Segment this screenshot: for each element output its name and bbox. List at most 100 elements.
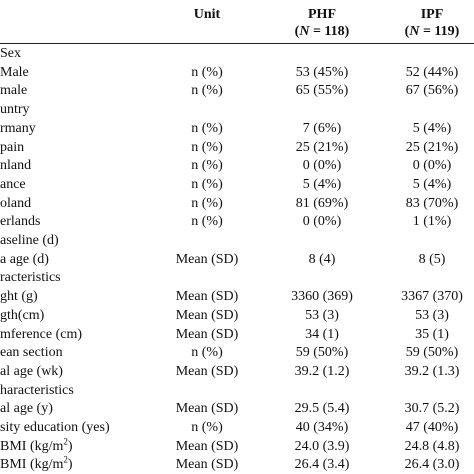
row-ipf-value: 5 (4%) [412, 176, 452, 192]
row-phf-value: 5 (4%) [302, 176, 342, 192]
row-phf-value: 81 (69%) [295, 195, 349, 211]
row-ipf-value: 24.8 (4.8) [404, 438, 460, 454]
row-unit: Mean (SD) [175, 307, 239, 323]
row-ipf-value: 0 (0%) [412, 158, 452, 174]
row-phf-value: 53 (3) [305, 307, 339, 323]
table-row: Male n (%) 53 (45%) 52 (44%) [0, 64, 474, 82]
row-label: sity education (yes) [0, 420, 110, 435]
row-label: ght (g) [0, 289, 38, 305]
table-row: aseline (d) [0, 232, 474, 250]
row-label: erlands [0, 214, 41, 230]
table-row: sity education (yes) n (%) 40 (34%) 47 (40%… [0, 419, 474, 437]
row-phf-value: 39.2 (1.2) [294, 363, 350, 379]
table-row: Sex [0, 45, 474, 63]
table-row: a age (d) Mean (SD) 8 (4) 8 (5) [0, 251, 474, 269]
row-label: Sex [0, 46, 21, 61]
row-ipf-value: 83 (70%) [405, 195, 459, 211]
row-label-close-paren: ) [67, 438, 73, 454]
table-row: rmany n (%) 7 (6%) 5 (4%) [0, 120, 474, 138]
table-row: BMI (kg/m2) Mean (SD) 24.0 (3.9) 24.8 (4.8) [0, 436, 474, 456]
row-unit: Mean (SD) [175, 363, 239, 379]
row-phf-value: 53 (45%) [295, 64, 349, 80]
phf-sample-size: (N = 118) [294, 24, 350, 39]
row-phf-value: 24.0 (3.9) [294, 438, 350, 454]
row-phf-value: 8 (4) [308, 251, 336, 267]
phf-column-header: PHF [308, 7, 336, 22]
row-unit: n (%) [191, 214, 223, 230]
row-ipf-value: 1 (1%) [412, 214, 452, 230]
row-unit: n (%) [191, 120, 223, 136]
table-row: oland n (%) 81 (69%) 83 (70%) [0, 195, 474, 213]
row-label: ean section [0, 345, 63, 361]
table-row: racteristics [0, 269, 474, 287]
row-phf-value: 7 (6%) [302, 120, 342, 136]
row-ipf-value: 5 (4%) [412, 120, 452, 136]
table-row: al age (wk) Mean (SD) 39.2 (1.2) 39.2 (1.3) [0, 363, 474, 381]
row-ipf-value: 53 (3) [415, 307, 449, 323]
row-phf-value: 0 (0%) [302, 158, 342, 174]
row-unit: n (%) [191, 83, 223, 99]
row-label: al age (y) [0, 401, 53, 417]
row-label: ance [0, 176, 26, 192]
row-label: racteristics [0, 270, 61, 286]
table-row: gth(cm) Mean (SD) 53 (3) 53 (3) [0, 307, 474, 325]
row-label: al age (wk) [0, 363, 63, 379]
row-label-superscript: 2 [63, 436, 68, 447]
row-phf-value: 26.4 (3.4) [294, 457, 350, 473]
row-ipf-value: 8 (5) [418, 251, 446, 267]
row-label: BMI (kg/m2) [0, 454, 73, 473]
row-label: haracteristics [0, 382, 74, 398]
row-phf-value: 65 (55%) [295, 83, 349, 99]
row-label: male [0, 83, 28, 99]
row-unit: Mean (SD) [175, 289, 239, 305]
row-unit: Mean (SD) [175, 457, 239, 473]
row-ipf-value: 30.7 (5.2) [404, 401, 460, 417]
row-unit: n (%) [191, 420, 223, 435]
row-phf-value: 40 (34%) [295, 420, 349, 435]
table-row: BMI (kg/m2) Mean (SD) 26.4 (3.4) 26.4 (3.0) [0, 454, 474, 474]
row-unit: n (%) [191, 345, 223, 361]
ipf-column-header: IPF [420, 7, 444, 22]
row-label-close-paren: ) [67, 457, 73, 473]
row-ipf-value: 39.2 (1.3) [404, 363, 460, 379]
table-row: pain n (%) 25 (21%) 25 (21%) [0, 139, 474, 157]
row-unit: Mean (SD) [175, 251, 239, 267]
row-label: mference (cm) [0, 326, 82, 342]
row-label: gth(cm) [0, 307, 45, 323]
ipf-sample-size: (N = 119) [404, 24, 460, 39]
row-label: pain [0, 139, 25, 155]
row-label: untry [0, 102, 30, 118]
row-unit: n (%) [191, 158, 223, 174]
row-label: rmany [0, 120, 36, 136]
row-unit: n (%) [191, 139, 223, 155]
row-ipf-value: 59 (50%) [405, 345, 459, 361]
table-header: Unit PHF (N = 118) IPF (N = 119) [0, 0, 474, 44]
row-phf-value: 34 (1) [305, 326, 339, 342]
table-row: erlands n (%) 0 (0%) 1 (1%) [0, 213, 474, 231]
row-label: a age (d) [0, 251, 49, 267]
table-row: mference (cm) Mean (SD) 34 (1) 35 (1) [0, 326, 474, 344]
row-phf-value: 29.5 (5.4) [294, 401, 350, 417]
table-row: untry [0, 101, 474, 119]
row-unit: n (%) [191, 64, 223, 80]
row-phf-value: 25 (21%) [295, 139, 349, 155]
table-row: nland n (%) 0 (0%) 0 (0%) [0, 157, 474, 175]
row-ipf-value: 52 (44%) [405, 64, 459, 80]
row-ipf-value: 26.4 (3.0) [404, 457, 460, 473]
row-ipf-value: 3367 (370) [401, 289, 463, 305]
row-ipf-value: 67 (56%) [405, 83, 459, 99]
row-label: Male [0, 64, 29, 80]
row-label-superscript: 2 [63, 454, 68, 465]
table-row: male n (%) 65 (55%) 67 (56%) [0, 82, 474, 100]
row-phf-value: 3360 (369) [291, 289, 353, 305]
row-unit: Mean (SD) [175, 438, 239, 454]
row-unit: Mean (SD) [175, 326, 239, 342]
row-ipf-value: 47 (40%) [405, 420, 459, 435]
row-ipf-value: 25 (21%) [405, 139, 459, 155]
row-unit: Mean (SD) [175, 401, 239, 417]
row-unit: n (%) [191, 195, 223, 211]
table-row: ean section n (%) 59 (50%) 59 (50%) [0, 344, 474, 362]
row-label: oland [0, 195, 32, 211]
row-ipf-value: 35 (1) [415, 326, 449, 342]
